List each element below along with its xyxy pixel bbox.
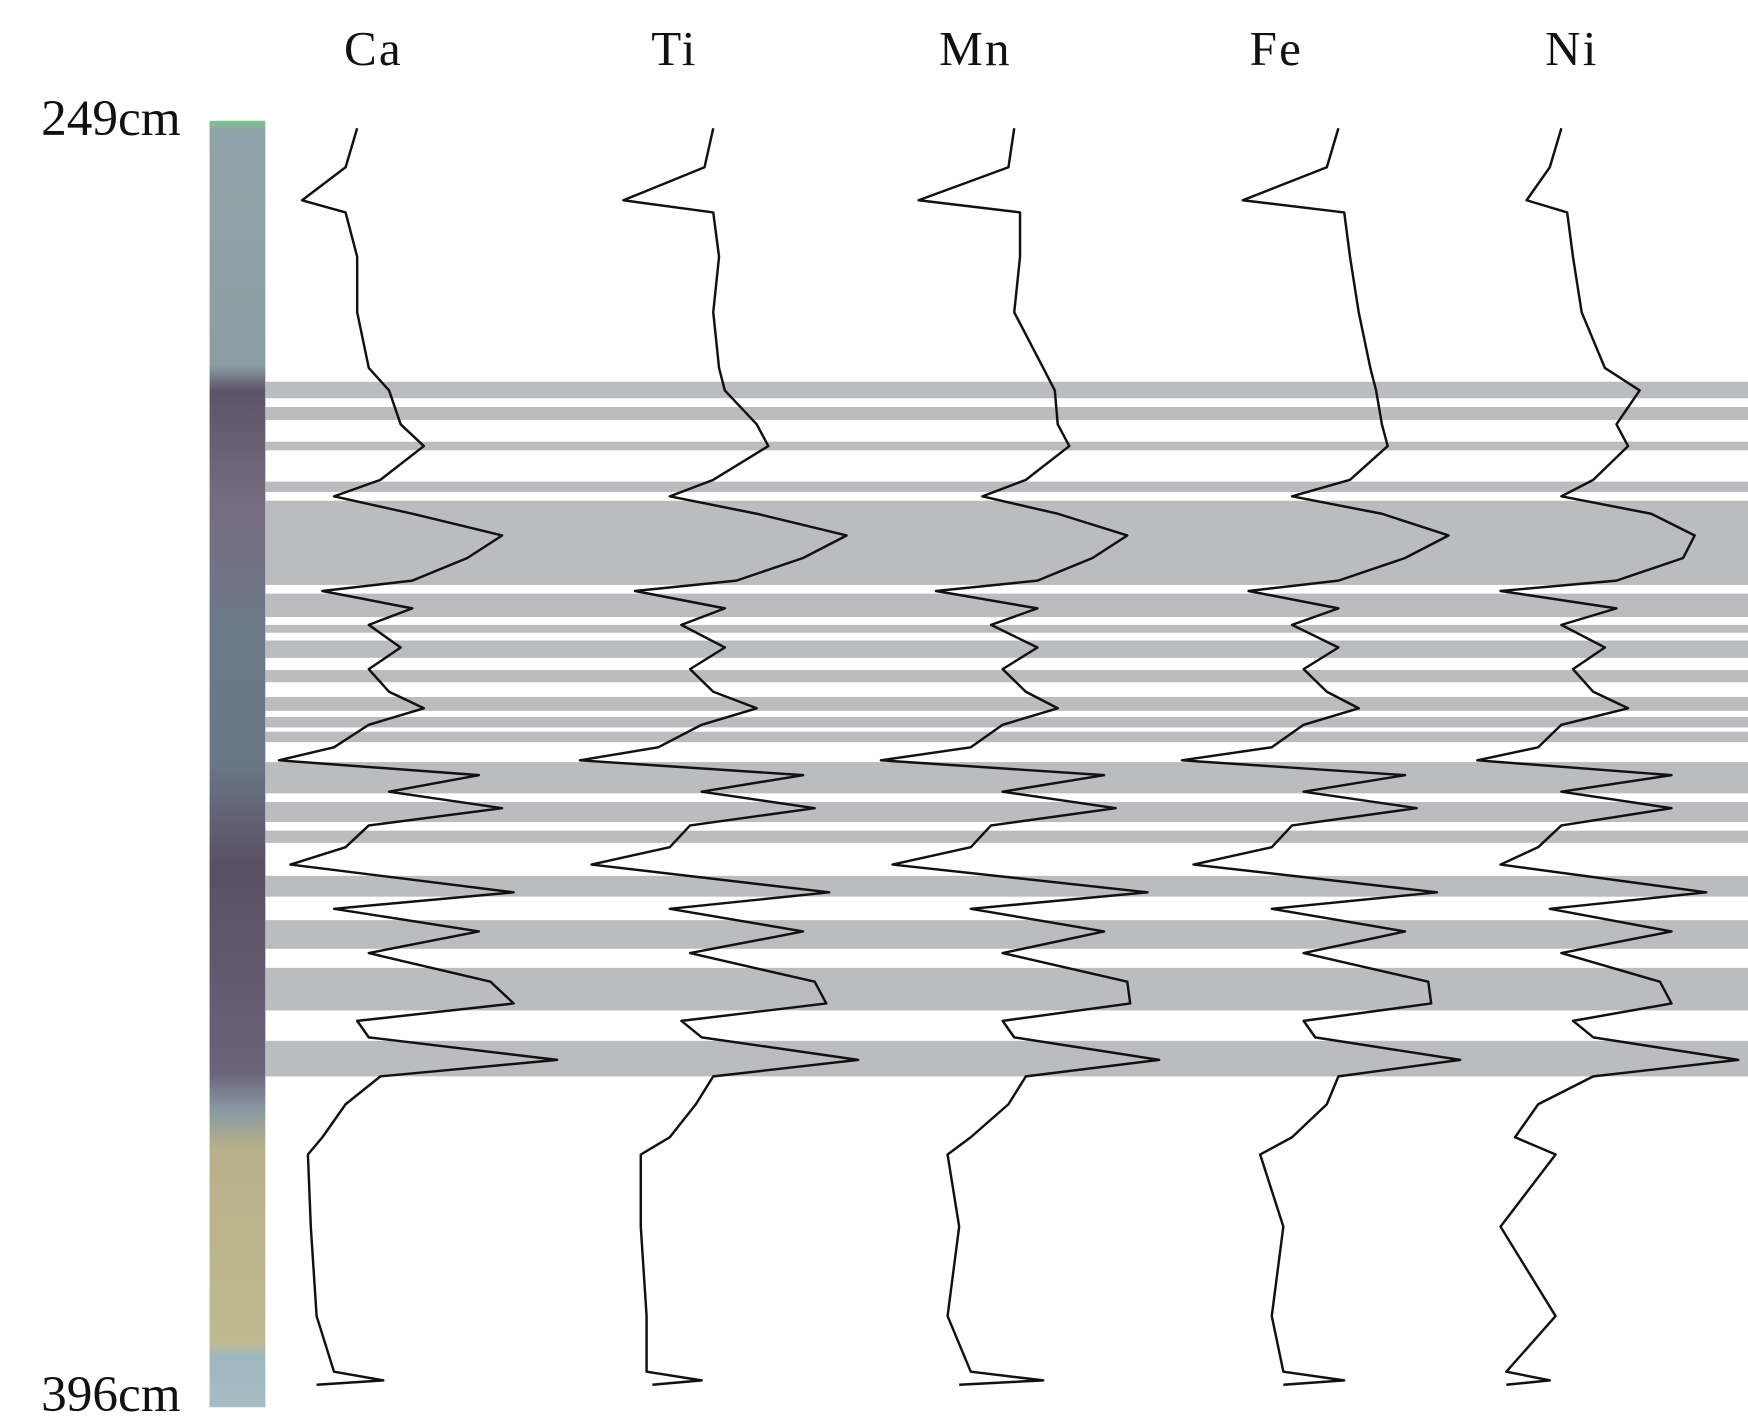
core-photo [209, 120, 266, 1408]
highlight-band [265, 441, 1748, 451]
bands [265, 381, 1748, 1077]
highlight-band [265, 762, 1748, 794]
element-curve [1476, 127, 1740, 1386]
highlight-band [265, 802, 1748, 823]
highlight-band [265, 716, 1748, 728]
element-curve [1180, 127, 1462, 1386]
highlight-band [265, 830, 1748, 843]
legend-label: Mn [939, 21, 1012, 76]
highlight-band [265, 406, 1748, 420]
legend-label: Ti [651, 21, 697, 76]
highlight-band [265, 593, 1748, 618]
y-tick-label: 249cm [41, 90, 181, 147]
legend-label: Ni [1545, 21, 1599, 76]
highlight-band [265, 624, 1748, 633]
highlight-band [265, 967, 1748, 1011]
highlight-band [265, 920, 1748, 949]
highlight-band [265, 500, 1748, 585]
highlight-band [265, 381, 1748, 399]
element-curve [879, 128, 1161, 1386]
highlight-band [265, 670, 1748, 683]
highlight-band [265, 1040, 1748, 1077]
y-tick-label: 396cm [41, 1366, 181, 1421]
element-curve [578, 127, 860, 1386]
highlight-band [265, 696, 1748, 711]
highlight-band [265, 640, 1748, 658]
element-curve [277, 127, 559, 1386]
legend-label: Ca [344, 21, 403, 76]
curves [277, 127, 1740, 1386]
legend-label: Fe [1250, 21, 1304, 76]
highlight-band [265, 875, 1748, 897]
highlight-band [265, 731, 1748, 743]
